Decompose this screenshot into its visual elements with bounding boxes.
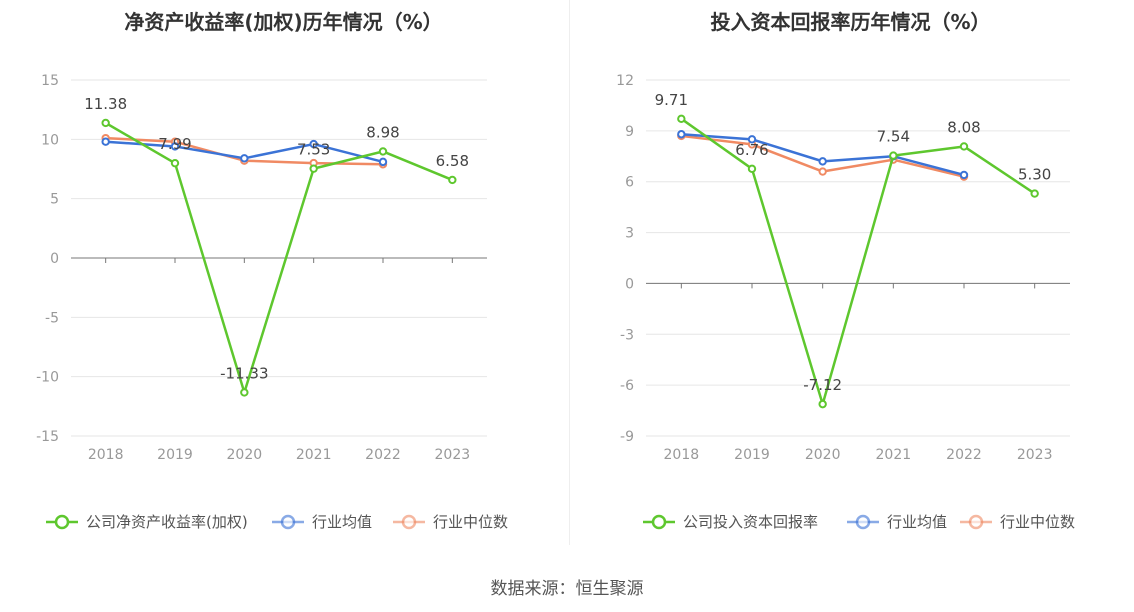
data-point xyxy=(1030,189,1039,198)
legend-marker xyxy=(401,514,417,530)
roic-chart-svg: 12 9 6 3 0 -3 -6 -9 2018 2019 2020 2021 2022 2023 9.71… xyxy=(616,73,1075,531)
data-point xyxy=(101,137,110,146)
data-point xyxy=(959,170,969,180)
data-label: 6.58 xyxy=(436,152,469,170)
y-tick-label: 5 xyxy=(50,192,59,208)
data-point xyxy=(378,157,388,167)
data-label: -11.33 xyxy=(220,364,268,382)
y-tick-label: 0 xyxy=(50,251,59,267)
data-point xyxy=(818,167,827,176)
legend-label: 公司投入资本回报率 xyxy=(683,513,818,531)
legend-label: 行业均值 xyxy=(312,513,372,531)
roe-chart-svg: 15 10 5 0 -5 -10 -15 2018 2019 2020 2021 2022 2023 11… xyxy=(36,73,508,531)
y-tick-label: 9 xyxy=(625,124,634,140)
data-label: 8.98 xyxy=(366,123,399,141)
y-tick-label: 6 xyxy=(625,175,634,191)
data-point xyxy=(240,388,249,397)
data-point xyxy=(747,164,757,174)
data-point xyxy=(240,154,249,163)
data-label: 6.76 xyxy=(735,141,768,159)
x-tick-label: 2020 xyxy=(227,447,263,463)
data-label: 9.71 xyxy=(655,91,688,109)
x-tick-label: 2021 xyxy=(296,447,332,463)
data-point xyxy=(959,142,969,151)
chart-title: 投入资本回报率历年情况（%） xyxy=(710,10,991,34)
data-point xyxy=(170,142,180,151)
x-tick-label: 2023 xyxy=(435,447,471,463)
x-tick-label: 2021 xyxy=(876,447,912,463)
y-tick-label: -5 xyxy=(45,310,59,326)
roe-chart-panel: 净资产收益率(加权)历年情况（%） 15 10 5 0 -5 -10 -15 2018 2019… xyxy=(0,0,567,560)
data-point xyxy=(309,164,318,173)
y-tick-label: 15 xyxy=(41,73,59,89)
y-tick-label: -6 xyxy=(620,378,634,394)
legend-marker xyxy=(54,514,70,530)
x-tick-label: 2019 xyxy=(734,447,770,463)
data-label: 8.08 xyxy=(947,118,980,136)
data-point xyxy=(818,157,827,166)
legend-marker xyxy=(280,514,296,530)
y-tick-label: -10 xyxy=(36,370,59,386)
data-point xyxy=(170,158,180,168)
series-line-company xyxy=(105,121,453,394)
data-label: 7.53 xyxy=(297,141,330,159)
legend-marker xyxy=(855,514,871,530)
data-label: -7.12 xyxy=(803,376,842,394)
data-point xyxy=(378,147,388,156)
series-line-company xyxy=(680,117,1036,406)
y-tick-label: -9 xyxy=(620,429,634,445)
x-tick-label: 2023 xyxy=(1017,447,1053,463)
legend-label: 行业中位数 xyxy=(1000,513,1075,531)
x-tick-label: 2022 xyxy=(365,447,401,463)
legend-marker xyxy=(968,514,984,530)
panel-divider xyxy=(569,0,570,545)
data-point xyxy=(677,114,686,124)
data-point xyxy=(889,151,898,160)
data-label: 7.99 xyxy=(158,135,191,153)
legend-label: 公司净资产收益率(加权) xyxy=(86,513,248,531)
x-tick-label: 2020 xyxy=(805,447,841,463)
data-point xyxy=(101,118,110,128)
legend-label: 行业中位数 xyxy=(433,513,508,531)
y-tick-label: 10 xyxy=(41,132,59,148)
data-point xyxy=(448,175,457,185)
x-tick-label: 2019 xyxy=(157,447,193,463)
data-point xyxy=(309,139,318,149)
chart-title: 净资产收益率(加权)历年情况（%） xyxy=(124,10,443,34)
legend-label: 行业均值 xyxy=(887,513,947,531)
x-tick-label: 2018 xyxy=(664,447,700,463)
roic-chart-panel: 投入资本回报率历年情况（%） 12 9 6 3 0 -3 -6 -9 2018 2019 2020 2… xyxy=(567,0,1134,560)
x-tick-label: 2022 xyxy=(946,447,982,463)
y-tick-label: -15 xyxy=(36,429,59,445)
data-point xyxy=(818,399,827,409)
y-tick-label: 0 xyxy=(625,276,634,292)
x-tick-label: 2018 xyxy=(88,447,124,463)
data-label: 5.30 xyxy=(1018,166,1051,184)
y-tick-label: 3 xyxy=(625,226,634,242)
data-point xyxy=(677,130,686,139)
data-point xyxy=(747,135,757,144)
data-label: 11.38 xyxy=(84,95,127,113)
y-tick-label: -3 xyxy=(620,327,634,343)
legend-marker xyxy=(651,514,667,530)
data-label: 7.54 xyxy=(877,128,910,146)
y-tick-label: 12 xyxy=(616,73,634,89)
data-source-note: 数据来源：恒生聚源 xyxy=(490,579,644,599)
